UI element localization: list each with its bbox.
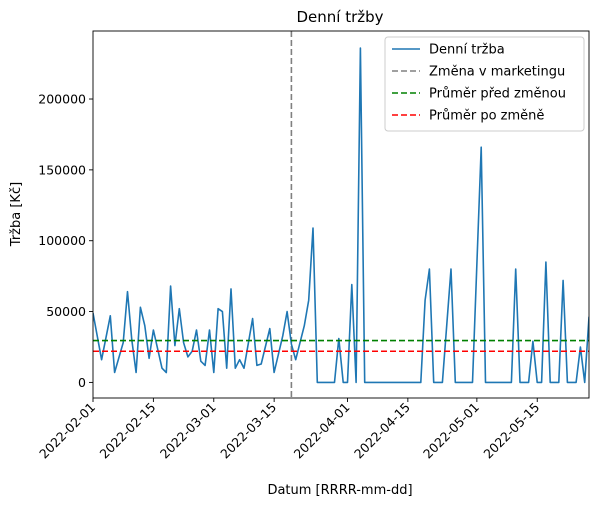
y-axis-label: Tržba [Kč] (9, 182, 24, 247)
legend-label: Průměr po změně (429, 109, 544, 124)
x-tick-label: 2022-02-15 (97, 400, 159, 462)
axes-frame (92, 30, 590, 399)
x-tick-label: 2022-05-01 (420, 400, 482, 462)
series-layer (93, 31, 589, 398)
y-tick-label: 150000 (38, 162, 86, 177)
x-axis-label: Datum [RRRR-mm-dd] (267, 483, 412, 498)
legend-label: Průměr před změnou (429, 87, 566, 102)
y-tick-label: 0 (78, 375, 86, 390)
daily-revenue-line (93, 47, 589, 384)
legend-label: Změna v marketingu (429, 65, 565, 80)
legend: Denní tržba Změna v marketingu Průměr před… (384, 36, 585, 132)
legend-box (384, 36, 585, 132)
x-tick-label: 2022-04-15 (351, 400, 413, 462)
x-tick-label: 2022-05-15 (480, 400, 542, 462)
x-tick-label: 2022-04-01 (291, 400, 353, 462)
x-tick-label: 2022-02-01 (36, 400, 98, 462)
chart-title: Denní tržby (296, 8, 383, 26)
x-tick-label: 2022-03-01 (157, 400, 219, 462)
y-tick-label: 200000 (38, 92, 86, 107)
y-tick-label: 100000 (38, 233, 86, 248)
x-tick-label: 2022-03-15 (217, 400, 279, 462)
y-tick-label: 50000 (46, 304, 86, 319)
legend-label: Denní tržba (429, 43, 505, 58)
